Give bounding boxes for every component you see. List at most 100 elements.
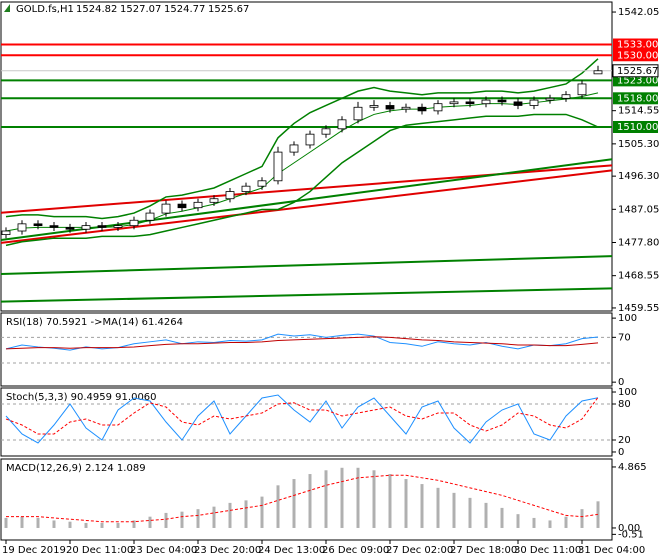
candle-body — [257, 180, 267, 187]
y-tick-label: 1459.55 — [618, 303, 659, 314]
candle-body — [561, 94, 571, 99]
last-price-box — [612, 64, 659, 78]
panel-title: Stoch(5,3,3) 90.4959 91.0060 — [6, 392, 157, 403]
level-label-box — [613, 120, 658, 133]
macd-bar — [388, 474, 392, 528]
candle-body — [161, 203, 171, 214]
signal-line — [6, 474, 599, 523]
y-tick-label: 1468.55 — [618, 271, 659, 282]
candle-body — [321, 128, 331, 135]
y-tick-label: 20 — [618, 435, 631, 446]
level-label: 1510.00 — [617, 122, 658, 133]
last-price-label: 1525.67 — [617, 66, 658, 77]
x-tick-label: 23 Dec 04:00 — [130, 545, 197, 556]
indicator-line — [5, 336, 599, 350]
level-label: 1530.00 — [617, 50, 658, 61]
macd-bar — [372, 470, 376, 528]
panel-title: MACD(12,26,9) 2.124 1.089 — [6, 463, 146, 474]
x-tick-label: 20 Dec 11:00 — [66, 545, 133, 556]
macd-bar — [4, 517, 8, 528]
candle-body — [529, 99, 539, 106]
trend-line — [0, 287, 613, 303]
candle-body — [337, 119, 347, 130]
candle-body — [369, 105, 379, 108]
indicator-line — [5, 333, 599, 351]
plot-area — [1, 394, 612, 444]
macd-bar — [404, 479, 408, 528]
indicator-line — [5, 397, 599, 435]
candle-body — [177, 203, 187, 209]
candle-body — [1, 230, 11, 236]
macd-bar — [148, 516, 152, 528]
candle-body — [449, 101, 459, 105]
macd-bar — [36, 517, 40, 528]
panel-title: RSI(18) 70.5921 ->MA(14) 61.4264 — [6, 317, 183, 328]
x-tick-label: 27 Dec 02:00 — [386, 545, 453, 556]
macd-bar — [244, 500, 248, 528]
candle-body — [273, 151, 283, 182]
level-label: 1523.00 — [617, 75, 658, 86]
macd-bar — [20, 516, 24, 528]
level-label-box — [613, 74, 658, 87]
bollinger-upper — [5, 58, 599, 220]
macd-bar — [436, 487, 440, 528]
header-low: 1524.77 — [164, 4, 205, 15]
panel-border — [0, 458, 613, 541]
level-label-box — [613, 92, 658, 105]
macd-bar — [500, 507, 504, 528]
candle-body — [49, 225, 59, 228]
header-open: 1524.82 — [76, 4, 117, 15]
macd-bar — [356, 467, 360, 528]
macd-bar — [132, 520, 136, 528]
macd-bar — [484, 502, 488, 528]
level-label: 1518.00 — [617, 93, 658, 104]
macd-bar — [548, 520, 552, 528]
y-tick-label: 1542.05 — [618, 7, 659, 18]
candle-body — [113, 225, 123, 228]
candle-body — [417, 106, 427, 112]
x-tick-label: 24 Dec 13:00 — [258, 545, 325, 556]
candle-body — [593, 70, 603, 75]
panel-border — [0, 312, 613, 387]
macd-bar — [260, 496, 264, 528]
candle-body — [145, 212, 155, 221]
trend-line — [0, 255, 613, 276]
macd-bar — [452, 492, 456, 528]
candle-body — [353, 106, 363, 121]
macd-bar — [532, 517, 536, 528]
symbol-icon — [4, 4, 10, 12]
y-tick-label: 0 — [618, 447, 624, 458]
x-tick-label: 30 Dec 11:00 — [514, 545, 581, 556]
candle-body — [225, 191, 235, 200]
candle-body — [65, 227, 75, 230]
y-tick-label: 0 — [618, 377, 624, 388]
x-tick-label: 27 Dec 18:00 — [450, 545, 517, 556]
level-label: 1533.00 — [617, 40, 658, 51]
header-close: 1525.67 — [208, 4, 249, 15]
candle-body — [401, 106, 411, 110]
macd-bar — [164, 512, 168, 528]
macd-bar — [340, 467, 344, 528]
x-tick-label: 23 Dec 20:00 — [194, 545, 261, 556]
candle-body — [433, 103, 443, 112]
candle-body — [545, 97, 555, 101]
candle-body — [209, 198, 219, 203]
candle-body — [81, 225, 91, 230]
macd-bar — [324, 470, 328, 528]
macd-bar — [68, 521, 72, 528]
macd-bar — [100, 522, 104, 528]
candle-body — [193, 201, 203, 209]
macd-bar — [228, 502, 232, 528]
macd-bar — [292, 479, 296, 528]
candle-body — [465, 101, 475, 105]
macd-bar — [420, 484, 424, 528]
candle-body — [305, 133, 315, 146]
plot-area — [1, 333, 612, 364]
y-tick-label: -0.51 — [618, 529, 644, 540]
y-tick-label: 1514.55 — [618, 106, 659, 117]
y-tick-label: 1496.30 — [618, 171, 659, 182]
macd-bar — [116, 522, 120, 528]
level-label-box — [613, 38, 658, 51]
